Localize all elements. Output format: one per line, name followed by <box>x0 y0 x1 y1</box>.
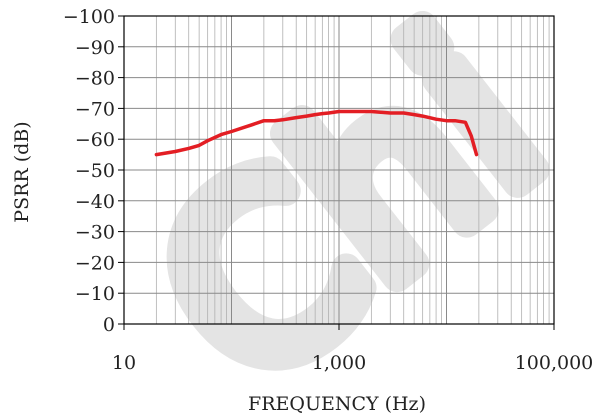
y-tick-label: −10 <box>75 283 115 305</box>
y-tick-label: 0 <box>103 314 115 336</box>
series-line <box>154 109 479 157</box>
x-axis-ticks: 10 1,000 100,000 <box>112 324 593 374</box>
y-tick-label: −30 <box>75 222 115 244</box>
x-axis-label: FREQUENCY (Hz) <box>248 393 426 415</box>
y-axis-label: PSRR (dB) <box>11 121 33 222</box>
y-tick-label: −70 <box>75 98 115 120</box>
y-tick-label: −20 <box>75 252 115 274</box>
y-tick-label: −50 <box>75 160 115 182</box>
y-tick-label: −40 <box>75 191 115 213</box>
y-tick-label: −90 <box>75 37 115 59</box>
y-tick-label: −100 <box>63 6 115 28</box>
y-tick-label: −80 <box>75 68 115 90</box>
x-tick-label: 10 <box>112 352 136 374</box>
y-axis-ticks: −100−90−80−70−60−50−40−30−20−100 <box>63 6 124 336</box>
series-layer <box>154 109 479 157</box>
x-tick-label: 100,000 <box>515 352 594 374</box>
x-tick-label: 1,000 <box>312 352 366 374</box>
y-tick-label: −60 <box>75 129 115 151</box>
grid <box>123 15 554 325</box>
